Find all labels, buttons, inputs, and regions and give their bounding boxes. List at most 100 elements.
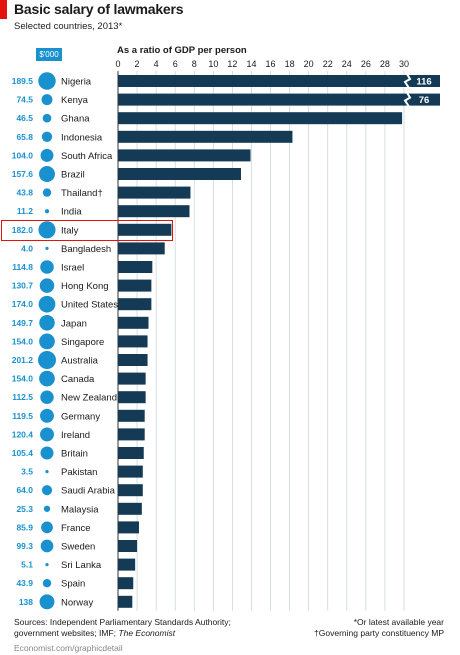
salary-value-label: 43.9 [16,578,33,588]
axis-break-marker [403,92,412,108]
ratio-bar [118,354,148,366]
axis-break-marker [403,73,412,89]
salary-value-label: 104.0 [12,150,34,160]
salary-bubble [39,315,55,331]
salary-bubble [44,209,50,214]
salary-value-label: 4.0 [21,243,33,253]
source-credit: Economist.com/graphicdetail [14,643,123,653]
salary-bubble [38,295,56,313]
salary-value-label: 85.9 [16,522,33,532]
salary-value-label: 119.5 [12,411,33,421]
salary-bubble [39,370,55,387]
country-label: Spain [61,579,85,590]
sources-line-2: government websites; IMF; The Economist [14,628,231,639]
x-tick-label: 0 [115,59,120,69]
sources-publication: The Economist [118,628,176,638]
country-label: Canada [61,374,95,385]
country-label: Malaysia [61,504,99,515]
salary-value-label: 11.2 [17,206,33,216]
ratio-bar [118,242,165,255]
salary-unit-badge: $'000 [36,48,62,61]
x-tick-label: 28 [380,59,390,69]
ratio-bar [118,205,190,218]
country-label: Indonesia [61,132,103,143]
country-label: Brazil [61,170,85,181]
country-label: Thailand† [61,188,103,199]
salary-value-label: 65.8 [16,132,33,142]
sources-line-1: Sources: Independent Parliamentary Stand… [14,617,231,627]
salary-value-label: 5.1 [21,560,33,570]
salary-bubble [43,505,51,512]
salary-value-label: 64.0 [16,485,33,495]
ratio-bar [118,502,142,515]
x-tick-label: 24 [342,59,352,69]
x-tick-label: 20 [304,59,314,69]
salary-bubble [38,221,56,239]
country-label: Singapore [61,337,104,348]
chart-title: Basic salary of lawmakers [14,1,184,17]
ratio-bar [118,447,144,459]
footnote-latest-year: *Or latest available year [353,617,444,627]
country-label: France [61,523,91,534]
country-label: Australia [61,356,99,367]
ratio-bar [118,521,139,534]
salary-bubble [40,390,54,404]
salary-value-label: 43.8 [16,188,33,198]
salary-bubble [41,94,53,106]
salary-bubble [41,131,53,142]
salary-bubble [39,594,55,610]
x-tick-label: 18 [285,59,295,69]
country-label: Britain [61,449,88,460]
sources-note: Sources: Independent Parliamentary Stand… [14,617,231,639]
country-label: Ghana [61,114,90,125]
country-label: Ireland [61,430,90,441]
ratio-bar [118,465,143,478]
country-label: Germany [61,411,100,422]
ratio-bar [118,261,153,273]
ratio-bar [118,428,145,441]
x-tick-label: 14 [246,59,256,69]
x-tick-label: 4 [154,59,159,69]
salary-value-label: 114.8 [12,262,33,272]
x-tick-label: 8 [192,59,197,69]
salary-value-label: 74.5 [16,95,33,105]
salary-bubble [40,427,54,442]
x-tick-label: 30 [399,59,409,69]
country-label: Israel [61,263,84,274]
ratio-bar [118,391,146,404]
x-tick-label: 16 [266,59,276,69]
country-label: Sweden [61,542,95,553]
country-label: Hong Kong [61,281,109,292]
salary-bubble [38,72,56,90]
country-label: Italy [61,225,79,236]
ratio-bar [118,298,152,311]
salary-value-label: 120.4 [12,429,34,439]
salary-value-label: 99.3 [16,541,33,551]
salary-bubble [40,260,54,274]
ratio-bar [118,558,136,571]
ratio-bar [118,316,149,329]
country-label: Saudi Arabia [61,486,116,497]
country-label: Nigeria [61,77,92,88]
sources-line-2-prefix: government websites; IMF; [14,628,119,638]
salary-value-label: 130.7 [12,281,34,291]
salary-value-label: 25.3 [16,504,33,514]
x-tick-label: 22 [323,59,333,69]
x-tick-label: 12 [227,59,237,69]
chart-subtitle: Selected countries, 2013* [14,21,123,32]
country-label: South Africa [61,151,113,162]
salary-value-label: 46.5 [16,113,33,123]
salary-value-label: 189.5 [12,76,34,86]
salary-bubble [45,470,49,474]
salary-value-label: 138 [19,597,33,607]
salary-bubble [42,188,52,197]
ratio-value-label: 76 [419,95,430,106]
salary-bubble [45,246,49,250]
ratio-bar [118,484,143,497]
ratio-bar [118,112,403,125]
country-label: India [61,207,82,218]
ratio-bar [118,130,293,143]
ratio-bar [118,540,138,552]
ratio-bar [118,93,440,106]
